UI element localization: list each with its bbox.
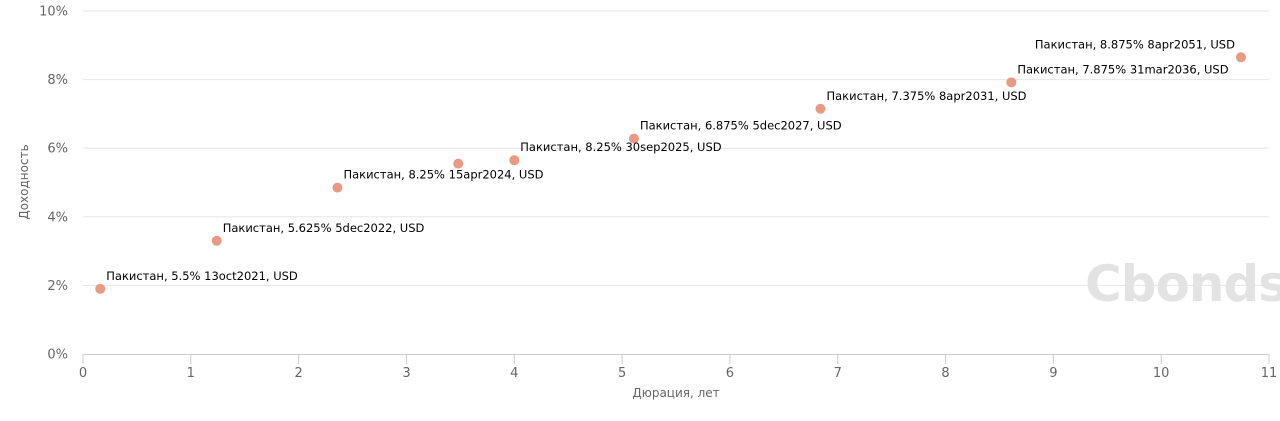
watermark-logo: Cbonds — [1085, 255, 1280, 313]
data-label: Пакистан, 5.5% 13oct2021, USD — [106, 269, 298, 283]
data-label: Пакистан, 7.875% 31mar2036, USD — [1017, 62, 1228, 76]
y-tick-label: 6% — [47, 142, 68, 157]
x-tick-labels: 0 1 2 3 4 5 6 7 8 9 10 11 — [79, 366, 1277, 381]
x-tick-label: 0 — [79, 366, 87, 381]
data-label: Пакистан, 7.375% 8apr2031, USD — [826, 89, 1026, 103]
x-axis-title: Дюрация, лет — [632, 386, 719, 400]
data-point[interactable] — [509, 155, 520, 166]
data-point[interactable] — [211, 235, 222, 246]
data-points — [95, 52, 1246, 294]
data-label: Пакистан, 8.875% 8apr2051, USD — [1035, 37, 1235, 51]
data-point[interactable] — [1006, 77, 1017, 88]
data-point[interactable] — [815, 103, 826, 114]
data-label: Пакистан, 5.625% 5dec2022, USD — [223, 221, 425, 235]
x-tick-label: 1 — [187, 366, 195, 381]
axes — [82, 354, 1270, 364]
x-tick-label: 11 — [1261, 366, 1278, 381]
data-labels: Пакистан, 5.5% 13oct2021, USD Пакистан, 5… — [106, 37, 1235, 283]
x-tick-label: 7 — [834, 366, 842, 381]
grid-lines — [83, 10, 1269, 286]
x-tick-label: 3 — [402, 366, 410, 381]
data-label: Пакистан, 8.25% 15apr2024, USD — [343, 168, 543, 182]
x-tick-label: 5 — [618, 366, 626, 381]
data-point[interactable] — [628, 133, 639, 144]
y-tick-labels: 0% 2% 4% 6% 8% 10% — [39, 5, 68, 363]
x-tick-label: 4 — [510, 366, 518, 381]
data-point[interactable] — [1235, 52, 1246, 63]
data-point[interactable] — [332, 182, 343, 193]
x-tick-label: 2 — [294, 366, 302, 381]
data-label: Пакистан, 6.875% 5dec2027, USD — [640, 119, 842, 133]
x-tick-label: 6 — [726, 366, 734, 381]
data-point[interactable] — [453, 158, 464, 169]
y-tick-label: 0% — [47, 348, 68, 363]
y-tick-label: 10% — [39, 5, 68, 20]
y-tick-label: 4% — [47, 210, 68, 225]
x-tick-label: 8 — [941, 366, 949, 381]
data-point[interactable] — [95, 283, 106, 294]
y-tick-label: 2% — [47, 279, 68, 294]
x-tick-label: 9 — [1049, 366, 1057, 381]
y-tick-label: 8% — [47, 73, 68, 88]
x-tick-label: 10 — [1153, 366, 1170, 381]
data-label: Пакистан, 8.25% 30sep2025, USD — [520, 140, 721, 154]
y-axis-title: Доходность — [17, 144, 31, 219]
